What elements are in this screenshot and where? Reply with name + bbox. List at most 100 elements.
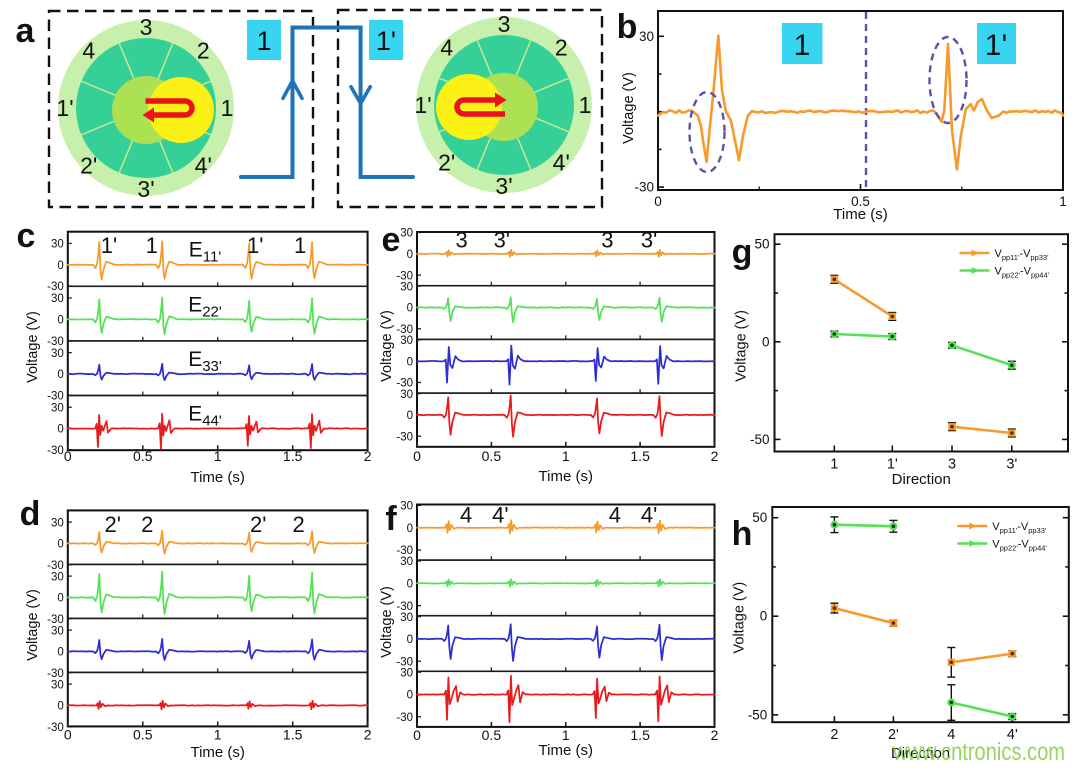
svg-text:Time (s): Time (s)	[833, 206, 887, 223]
svg-text:-30: -30	[47, 390, 64, 402]
svg-text:3: 3	[140, 14, 153, 40]
svg-text:Vpp22'-Vpp44': Vpp22'-Vpp44'	[995, 266, 1050, 280]
svg-text:1.5: 1.5	[283, 727, 303, 743]
svg-text:-30: -30	[47, 614, 64, 626]
svg-text:30: 30	[51, 348, 64, 360]
svg-text:-30: -30	[396, 545, 413, 557]
svg-text:1': 1'	[247, 233, 263, 258]
svg-text:0: 0	[57, 424, 63, 436]
svg-text:4': 4'	[195, 152, 212, 178]
svg-text:3': 3'	[137, 176, 154, 202]
svg-text:Time (s): Time (s)	[539, 468, 593, 485]
svg-text:Voltage (V): Voltage (V)	[379, 310, 395, 382]
svg-text:E11': E11'	[189, 239, 222, 266]
svg-text:-30: -30	[396, 378, 413, 390]
svg-text:-30: -30	[47, 722, 64, 734]
svg-text:Direction: Direction	[892, 471, 951, 488]
svg-text:1': 1'	[101, 233, 117, 258]
svg-text:0.5: 0.5	[482, 448, 502, 464]
svg-text:Voltage (V): Voltage (V)	[25, 311, 41, 383]
svg-text:-30: -30	[396, 270, 413, 282]
svg-text:Voltage (V): Voltage (V)	[731, 582, 747, 654]
svg-text:30: 30	[400, 281, 413, 293]
svg-text:g: g	[732, 233, 753, 271]
svg-text:3: 3	[456, 228, 468, 253]
svg-text:2: 2	[711, 448, 719, 464]
svg-text:0: 0	[407, 523, 413, 535]
svg-text:30: 30	[639, 29, 654, 44]
svg-text:E44': E44'	[188, 403, 222, 430]
svg-text:3': 3'	[1006, 457, 1017, 473]
svg-text:2: 2	[141, 512, 153, 537]
svg-text:0: 0	[64, 448, 72, 464]
svg-text:2: 2	[364, 727, 372, 743]
svg-text:0.5: 0.5	[133, 448, 153, 464]
svg-text:0: 0	[413, 727, 421, 743]
svg-text:0: 0	[64, 727, 72, 743]
svg-text:2: 2	[555, 35, 568, 61]
svg-text:-50: -50	[750, 432, 770, 447]
svg-text:a: a	[16, 12, 36, 50]
svg-text:f: f	[385, 500, 397, 538]
svg-text:0: 0	[407, 303, 413, 315]
svg-text:0.5: 0.5	[851, 194, 870, 209]
svg-text:-30: -30	[396, 712, 413, 724]
svg-text:-30: -30	[47, 445, 64, 457]
svg-text:50: 50	[754, 237, 769, 252]
svg-text:1': 1'	[414, 92, 431, 118]
svg-text:4': 4'	[1007, 727, 1018, 743]
svg-text:30: 30	[51, 679, 64, 691]
svg-text:1: 1	[214, 448, 222, 464]
svg-text:30: 30	[51, 402, 64, 414]
svg-text:-30: -30	[396, 601, 413, 613]
svg-text:-50: -50	[748, 707, 768, 722]
svg-text:3: 3	[601, 228, 613, 253]
svg-text:1': 1'	[985, 29, 1007, 62]
svg-text:30: 30	[400, 389, 413, 401]
svg-text:30: 30	[400, 501, 413, 513]
svg-text:0: 0	[407, 690, 413, 702]
svg-text:0.5: 0.5	[482, 727, 502, 743]
svg-text:30: 30	[51, 571, 64, 583]
svg-text:-30: -30	[634, 180, 654, 195]
svg-text:0: 0	[57, 701, 63, 713]
svg-text:d: d	[20, 495, 41, 533]
svg-text:2': 2'	[888, 727, 899, 743]
svg-text:30: 30	[51, 517, 64, 529]
svg-text:2': 2'	[250, 512, 266, 537]
svg-text:30: 30	[51, 293, 64, 305]
svg-text:1: 1	[794, 29, 811, 62]
svg-text:0: 0	[57, 647, 63, 659]
svg-text:30: 30	[400, 556, 413, 568]
svg-text:0: 0	[762, 334, 770, 349]
svg-text:-30: -30	[396, 324, 413, 336]
svg-text:2: 2	[197, 38, 210, 64]
svg-text:1: 1	[562, 727, 570, 743]
svg-text:1.5: 1.5	[630, 448, 650, 464]
svg-text:0: 0	[654, 194, 662, 209]
svg-text:4: 4	[82, 38, 95, 64]
svg-text:-30: -30	[396, 431, 413, 443]
svg-text:Vpp11'-Vpp33': Vpp11'-Vpp33'	[995, 248, 1050, 262]
svg-text:E22': E22'	[188, 293, 222, 320]
svg-text:4: 4	[947, 727, 955, 743]
svg-text:0: 0	[407, 579, 413, 591]
svg-text:1: 1	[562, 448, 570, 464]
svg-text:1: 1	[146, 233, 158, 258]
svg-text:1: 1	[1059, 194, 1067, 209]
svg-text:-30: -30	[47, 281, 64, 293]
svg-text:0: 0	[407, 249, 413, 261]
svg-text:1.5: 1.5	[283, 448, 303, 464]
svg-text:30: 30	[400, 667, 413, 679]
svg-text:www.cntronics.com: www.cntronics.com	[892, 738, 1065, 766]
svg-text:0: 0	[760, 609, 768, 624]
svg-text:1: 1	[221, 95, 234, 121]
svg-text:2: 2	[711, 727, 719, 743]
svg-text:1: 1	[579, 92, 592, 118]
svg-text:30: 30	[400, 612, 413, 624]
svg-text:0: 0	[57, 260, 63, 272]
svg-text:Vpp11'-Vpp33': Vpp11'-Vpp33'	[992, 521, 1047, 535]
svg-text:-30: -30	[47, 336, 64, 348]
svg-text:E33': E33'	[188, 348, 222, 375]
svg-text:50: 50	[752, 510, 767, 525]
